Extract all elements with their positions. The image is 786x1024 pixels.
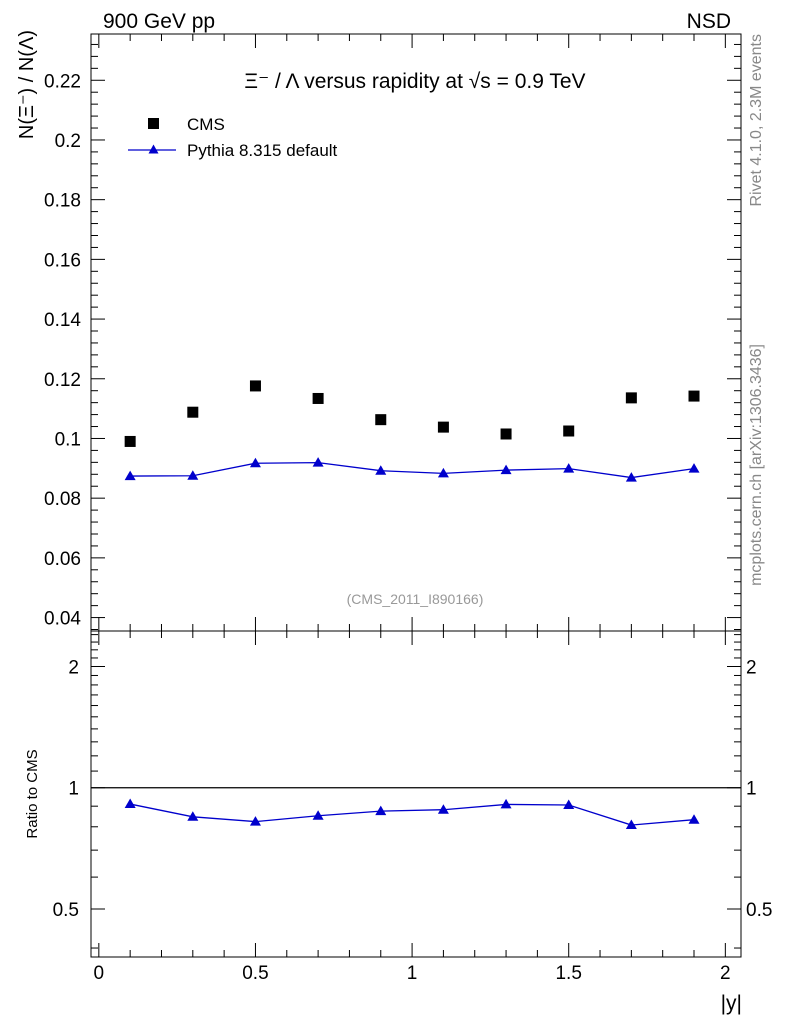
header-right-label: NSD xyxy=(687,10,731,33)
ratio-axis-ticks xyxy=(91,631,741,957)
y-tick-label: 0.2 xyxy=(55,131,81,152)
y-tick-label: 0.12 xyxy=(44,370,81,391)
legend-cms-marker xyxy=(148,118,159,129)
ratio-y-tick-labels: 0.5 0.5 1 1 2 2 xyxy=(53,657,773,920)
ratio-pythia-point xyxy=(124,798,136,809)
pythia-point xyxy=(500,464,512,475)
header-left-label: 900 GeV pp xyxy=(103,10,215,33)
legend: CMS Pythia 8.315 default xyxy=(128,115,338,160)
pythia-point xyxy=(124,470,136,481)
y-tick-label: 0.16 xyxy=(44,250,81,271)
pythia-point xyxy=(625,472,637,482)
ratio-pythia-point xyxy=(249,816,261,826)
x-tick-label: 2 xyxy=(720,963,731,984)
mcplots-label: mcplots.cern.ch [arXiv:1306.3436] xyxy=(748,344,765,586)
ratio-pythia-point xyxy=(437,804,449,814)
cms-point xyxy=(625,392,637,404)
cms-point xyxy=(500,428,512,440)
x-tick-label: 0 xyxy=(94,963,105,984)
pythia-point xyxy=(187,470,199,480)
ratio-pythia-point xyxy=(500,798,512,809)
ratio-pythia-point xyxy=(625,819,637,830)
pythia-point xyxy=(437,467,449,478)
y-tick-label: 0.1 xyxy=(55,429,81,450)
rivet-version-label: Rivet 4.1.0, 2.3M events xyxy=(748,34,765,207)
cms-point xyxy=(187,406,199,418)
cms-point xyxy=(563,425,575,437)
x-axis-label: |y| xyxy=(721,992,742,1015)
y-tick-label: 0.06 xyxy=(44,549,81,570)
ratio-pythia-line xyxy=(130,803,695,826)
legend-cms-label: CMS xyxy=(187,115,225,134)
y-tick-label: 0.22 xyxy=(44,71,81,92)
y-axis-label: N(Ξ⁻) / N(Λ) xyxy=(16,30,38,139)
pythia-point xyxy=(563,463,575,473)
pythia-point xyxy=(249,457,261,468)
x-tick-label: 0.5 xyxy=(242,963,268,984)
ratio-pythia-point xyxy=(187,811,199,821)
main-data-series xyxy=(124,380,700,482)
cms-point xyxy=(312,392,324,404)
y-tick-label: 0.08 xyxy=(44,489,81,510)
ratio-y-tick-label-right: 1 xyxy=(746,779,757,800)
y-tick-label: 0.04 xyxy=(44,609,81,630)
ratio-y-tick-label: 0.5 xyxy=(53,900,79,921)
pythia-series-line xyxy=(130,461,695,479)
ratio-plot-frame xyxy=(90,630,742,958)
pythia-point xyxy=(375,465,387,475)
ratio-pythia-point xyxy=(563,799,575,810)
ratio-plot-panel: 0.5 0.5 1 1 2 2 0 0.5 1 1.5 2 Ratio to CMS |y| xyxy=(24,630,773,1015)
ratio-y-tick-label-right: 0.5 xyxy=(746,900,772,921)
ratio-pythia-point xyxy=(688,814,700,824)
ratio-pythia-point xyxy=(312,810,324,820)
plot-title: Ξ⁻ / Λ versus rapidity at √s = 0.9 TeV xyxy=(244,70,585,93)
main-axis-ticks xyxy=(91,34,741,631)
x-tick-label: 1 xyxy=(407,963,418,984)
ratio-y-axis-label: Ratio to CMS xyxy=(24,749,41,838)
ratio-data-series xyxy=(91,787,741,830)
ratio-y-tick-label: 1 xyxy=(68,779,79,800)
analysis-watermark: (CMS_2011_I890166) xyxy=(347,591,484,607)
cms-point xyxy=(688,390,700,402)
cms-point xyxy=(437,421,449,433)
ratio-y-tick-label: 2 xyxy=(68,657,79,678)
y-tick-label: 0.18 xyxy=(44,191,81,212)
cms-point xyxy=(124,435,136,447)
y-tick-label: 0.14 xyxy=(44,310,81,331)
ratio-pythia-point xyxy=(375,805,387,816)
x-tick-labels: 0 0.5 1 1.5 2 xyxy=(94,963,731,984)
ratio-y-tick-label-right: 2 xyxy=(746,657,757,678)
pythia-point xyxy=(688,463,700,473)
cms-point xyxy=(249,380,261,392)
x-tick-label: 1.5 xyxy=(555,963,581,984)
legend-pythia-label: Pythia 8.315 default xyxy=(187,141,338,160)
main-y-tick-labels: 0.04 0.06 0.08 0.1 0.12 0.14 0.16 0.18 0.2 0.22 xyxy=(44,71,81,629)
legend-pythia-marker xyxy=(148,144,159,154)
pythia-point xyxy=(312,457,324,467)
cms-point xyxy=(375,414,387,426)
main-plot-panel: 0.04 0.06 0.08 0.1 0.12 0.14 0.16 0.18 0.2 0.22 Ξ… xyxy=(16,30,742,632)
